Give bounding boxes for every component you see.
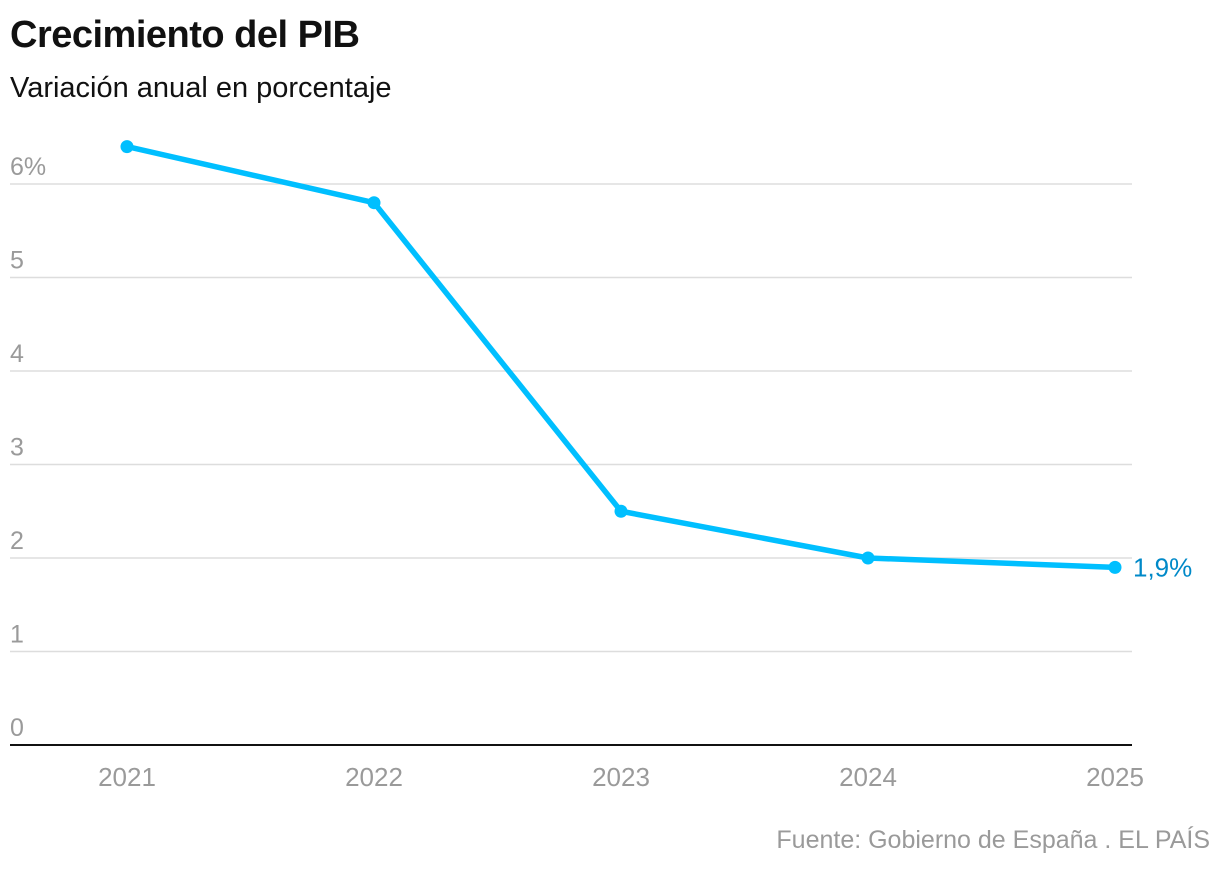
x-tick-label: 2024 [839,762,897,792]
source-note: Fuente: Gobierno de España . EL PAÍS [776,826,1210,854]
series-line [124,143,1118,571]
data-point [367,196,381,210]
data-point [861,551,875,565]
data-point [120,140,134,154]
y-tick-label: 3 [10,434,24,462]
y-tick-label: 4 [10,340,24,368]
data-point [614,504,628,518]
y-tick-label: 6% [10,153,46,181]
chart-subtitle: Variación anual en porcentaje [10,72,392,104]
y-tick-label: 2 [10,527,24,555]
chart-title: Crecimiento del PIB [10,14,360,56]
y-tick-label: 5 [10,247,24,275]
x-tick-label: 2025 [1086,762,1144,792]
x-tick-label: 2022 [345,762,403,792]
x-tick-label: 2021 [98,762,156,792]
end-value-label: 1,9% [1133,552,1192,582]
data-point [1108,560,1122,574]
y-tick-label: 1 [10,621,24,649]
y-tick-label: 0 [10,714,24,742]
x-tick-label: 2023 [592,762,650,792]
